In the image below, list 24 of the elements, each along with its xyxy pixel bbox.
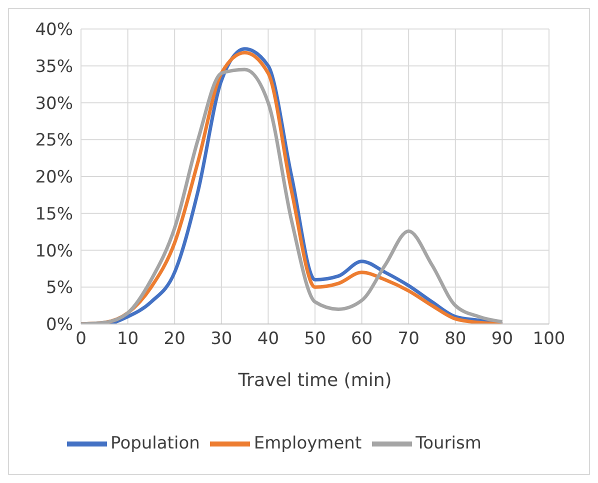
y-tick-label: 35%	[35, 56, 73, 77]
y-tick-label: 0%	[46, 315, 73, 336]
legend-label: Tourism	[416, 434, 482, 454]
y-tick-label: 20%	[35, 168, 73, 188]
x-tick-label: 10	[116, 329, 139, 350]
x-axis-title: Travel time (min)	[237, 370, 392, 391]
y-tick-label: 5%	[46, 278, 73, 298]
x-tick-label: 30	[210, 329, 232, 350]
y-tick-label: 10%	[35, 241, 73, 262]
y-tick-label: 15%	[35, 204, 73, 224]
x-tick-label: 70	[398, 329, 420, 350]
x-tick-label: 40	[257, 329, 280, 350]
x-tick-label: 90	[491, 329, 514, 350]
x-tick-label: 80	[444, 329, 466, 350]
y-tick-label: 40%	[35, 20, 73, 40]
legend-label: Employment	[254, 434, 362, 454]
y-tick-label: 25%	[35, 130, 73, 151]
legend-label: Population	[110, 434, 200, 454]
x-tick-label: 100	[532, 329, 566, 350]
y-tick-label: 30%	[35, 94, 73, 114]
x-tick-label: 50	[304, 329, 326, 350]
x-tick-label: 20	[164, 329, 186, 350]
x-tick-label: 60	[350, 329, 373, 350]
x-tick-label: 0	[76, 329, 86, 350]
